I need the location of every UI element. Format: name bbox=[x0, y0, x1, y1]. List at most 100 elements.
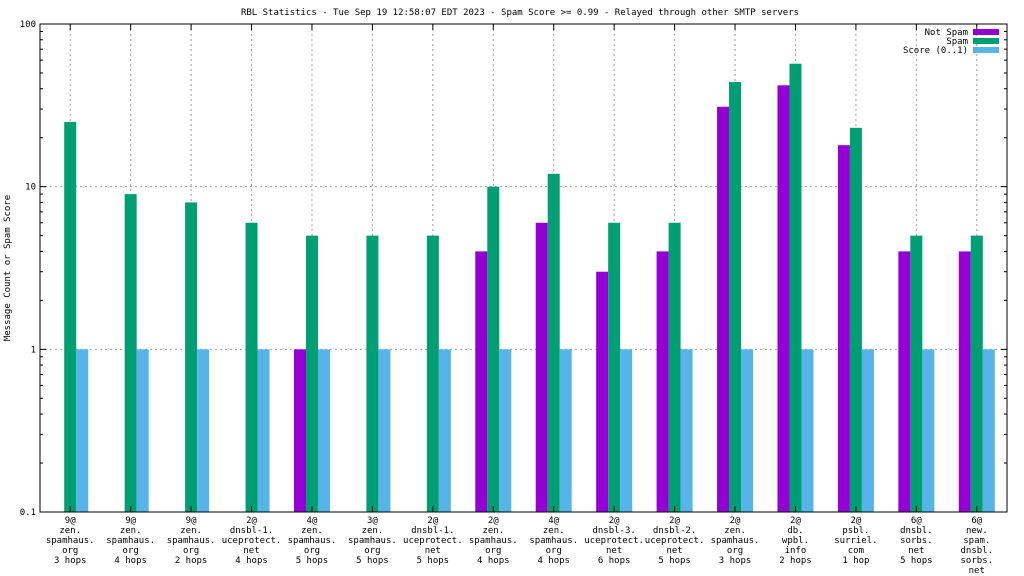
x-tick-label-line: zen. bbox=[180, 526, 202, 536]
x-tick-label-line: 6 hops bbox=[598, 556, 631, 566]
x-tick-label-line: zen. bbox=[482, 526, 504, 536]
x-tick-label-line: org bbox=[727, 546, 743, 556]
bar-score-0-1 bbox=[801, 349, 814, 512]
x-tick-label-line: org bbox=[304, 546, 320, 556]
x-tick-label-line: spamhaus. bbox=[529, 536, 578, 546]
chart-title: RBL Statistics - Tue Sep 19 12:58:07 EDT… bbox=[241, 8, 799, 18]
x-tick-label-line: 2@ bbox=[790, 516, 801, 526]
x-tick-label: 2@ db. wpbl. info 2 hops bbox=[779, 516, 812, 566]
x-tick-label-line: zen. bbox=[362, 526, 384, 536]
bar-spam bbox=[608, 222, 621, 512]
bar-score-0-1 bbox=[317, 349, 330, 512]
x-tick-label: 9@ zen. spamhaus. org 4 hops bbox=[106, 516, 155, 566]
bars bbox=[64, 63, 995, 513]
x-tick-label-line: 6@ bbox=[971, 516, 982, 526]
x-tick-label-line: 4 hops bbox=[114, 556, 147, 566]
x-tick-label-line: 3@ bbox=[367, 516, 378, 526]
legend-swatch bbox=[973, 29, 999, 35]
y-tick-label: 100 bbox=[20, 20, 36, 30]
x-tick-label-line: zen. bbox=[543, 526, 565, 536]
legend-swatch bbox=[973, 47, 999, 53]
x-tick-label-line: dnsbl-1. bbox=[230, 526, 273, 536]
x-tick-label-line: dnsbl. bbox=[961, 546, 994, 556]
x-tick-label-line: net bbox=[425, 546, 441, 556]
bar-score-0-1 bbox=[620, 349, 633, 512]
bar-spam bbox=[366, 235, 379, 512]
bar-spam bbox=[910, 235, 923, 512]
bar-score-0-1 bbox=[197, 349, 210, 512]
x-tick-label-line: wpbl. bbox=[782, 536, 809, 546]
x-tick-label-line: 1 hop bbox=[842, 556, 869, 566]
bar-not-spam bbox=[475, 251, 488, 512]
y-axis-ticks: 0.1 1 10 100 bbox=[20, 20, 1007, 518]
x-tick-label-line: spamhaus. bbox=[469, 536, 518, 546]
bar-spam bbox=[426, 235, 439, 512]
legend-label: Spam bbox=[946, 37, 968, 47]
x-tick-label-line: 2 hops bbox=[779, 556, 812, 566]
y-tick-label: 10 bbox=[25, 183, 36, 193]
bar-score-0-1 bbox=[76, 349, 89, 512]
legend-swatch bbox=[973, 38, 999, 44]
bar-score-0-1 bbox=[499, 349, 512, 512]
bar-spam bbox=[487, 186, 500, 512]
bar-spam bbox=[245, 222, 258, 512]
x-tick-label: 6@ dnsbl. sorbs. net 5 hops bbox=[900, 516, 933, 566]
bar-not-spam bbox=[596, 271, 609, 512]
x-tick-label: 2@ zen. spamhaus. org 3 hops bbox=[711, 516, 760, 566]
x-tick-label: 9@ zen. spamhaus. org 3 hops bbox=[46, 516, 95, 566]
legend-label: Not Spam bbox=[925, 28, 968, 38]
x-tick-label-line: 9@ bbox=[125, 516, 136, 526]
bar-not-spam bbox=[656, 251, 669, 512]
bar-score-0-1 bbox=[136, 349, 149, 512]
x-tick-label-line: 5 hops bbox=[296, 556, 329, 566]
x-tick-label-line: org bbox=[183, 546, 199, 556]
bar-score-0-1 bbox=[438, 349, 451, 512]
x-tick-label-line: com bbox=[848, 546, 864, 556]
x-tick-label-line: uceprotect. bbox=[403, 536, 463, 546]
bar-not-spam bbox=[837, 145, 850, 512]
x-tick-label-line: net bbox=[606, 546, 622, 556]
x-tick-label-line: uceprotect. bbox=[584, 536, 644, 546]
y-axis-label: Message Count or Spam Score bbox=[3, 195, 13, 341]
x-tick-label-line: zen. bbox=[120, 526, 142, 536]
bar-score-0-1 bbox=[861, 349, 874, 512]
x-tick-label-line: spamhaus. bbox=[348, 536, 397, 546]
x-tick-label-line: zen. bbox=[301, 526, 323, 536]
x-tick-label: 2@ psbl. surriel. com 1 hop bbox=[834, 516, 877, 566]
x-tick-label: 2@ dnsbl-1. uceprotect. net 4 hops bbox=[222, 516, 282, 566]
bar-spam bbox=[305, 235, 318, 512]
x-tick-label-line: org bbox=[546, 546, 562, 556]
x-tick-label-line: 6@ bbox=[911, 516, 922, 526]
x-tick-label-line: dnsbl-1. bbox=[411, 526, 454, 536]
bar-score-0-1 bbox=[741, 349, 754, 512]
x-tick-label-line: org bbox=[62, 546, 78, 556]
x-tick-label-line: spamhaus. bbox=[288, 536, 337, 546]
x-tick-label-line: 2@ bbox=[427, 516, 438, 526]
bar-spam bbox=[789, 63, 802, 512]
x-tick-label-line: 9@ bbox=[65, 516, 76, 526]
bar-spam bbox=[547, 173, 560, 513]
x-tick-label-line: 9@ bbox=[186, 516, 197, 526]
x-tick-label-line: spamhaus. bbox=[711, 536, 760, 546]
x-tick-label-line: spam. bbox=[963, 536, 990, 546]
x-tick-label-line: 2 hops bbox=[175, 556, 208, 566]
x-tick-label: 4@ zen. spamhaus. org 5 hops bbox=[288, 516, 337, 566]
x-tick-label-line: db. bbox=[787, 526, 803, 536]
x-tick-label-line: sorbs. bbox=[900, 536, 933, 546]
x-tick-label-line: spamhaus. bbox=[167, 536, 216, 546]
bar-score-0-1 bbox=[922, 349, 935, 512]
x-tick-label-line: 2@ bbox=[246, 516, 257, 526]
x-tick-label: 4@ zen. spamhaus. org 4 hops bbox=[529, 516, 578, 566]
bar-spam bbox=[668, 222, 681, 512]
x-tick-label-line: dnsbl-3. bbox=[592, 526, 635, 536]
bar-score-0-1 bbox=[680, 349, 693, 512]
bar-spam bbox=[124, 194, 137, 513]
x-tick-label-line: psbl. bbox=[842, 526, 869, 536]
x-tick-label-line: dnsbl-2. bbox=[653, 526, 696, 536]
bar-spam bbox=[64, 121, 77, 512]
x-tick-label-line: uceprotect. bbox=[645, 536, 705, 546]
